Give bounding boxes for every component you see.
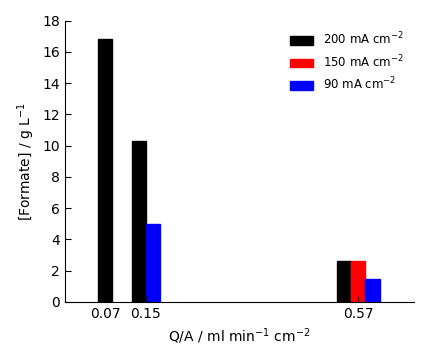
Y-axis label: [Formate] / g L$^{-1}$: [Formate] / g L$^{-1}$ [15,102,36,221]
Bar [337,261,351,302]
Bar [146,224,160,302]
X-axis label: Q/A / ml min$^{-1}$ cm$^{-2}$: Q/A / ml min$^{-1}$ cm$^{-2}$ [168,326,311,346]
Bar [132,141,146,302]
Legend: 200 mA cm$^{-2}$, 150 mA cm$^{-2}$, 90 mA cm$^{-2}$: 200 mA cm$^{-2}$, 150 mA cm$^{-2}$, 90 m… [285,26,408,97]
Bar [98,39,112,302]
Bar [351,261,366,302]
Bar [366,279,380,302]
